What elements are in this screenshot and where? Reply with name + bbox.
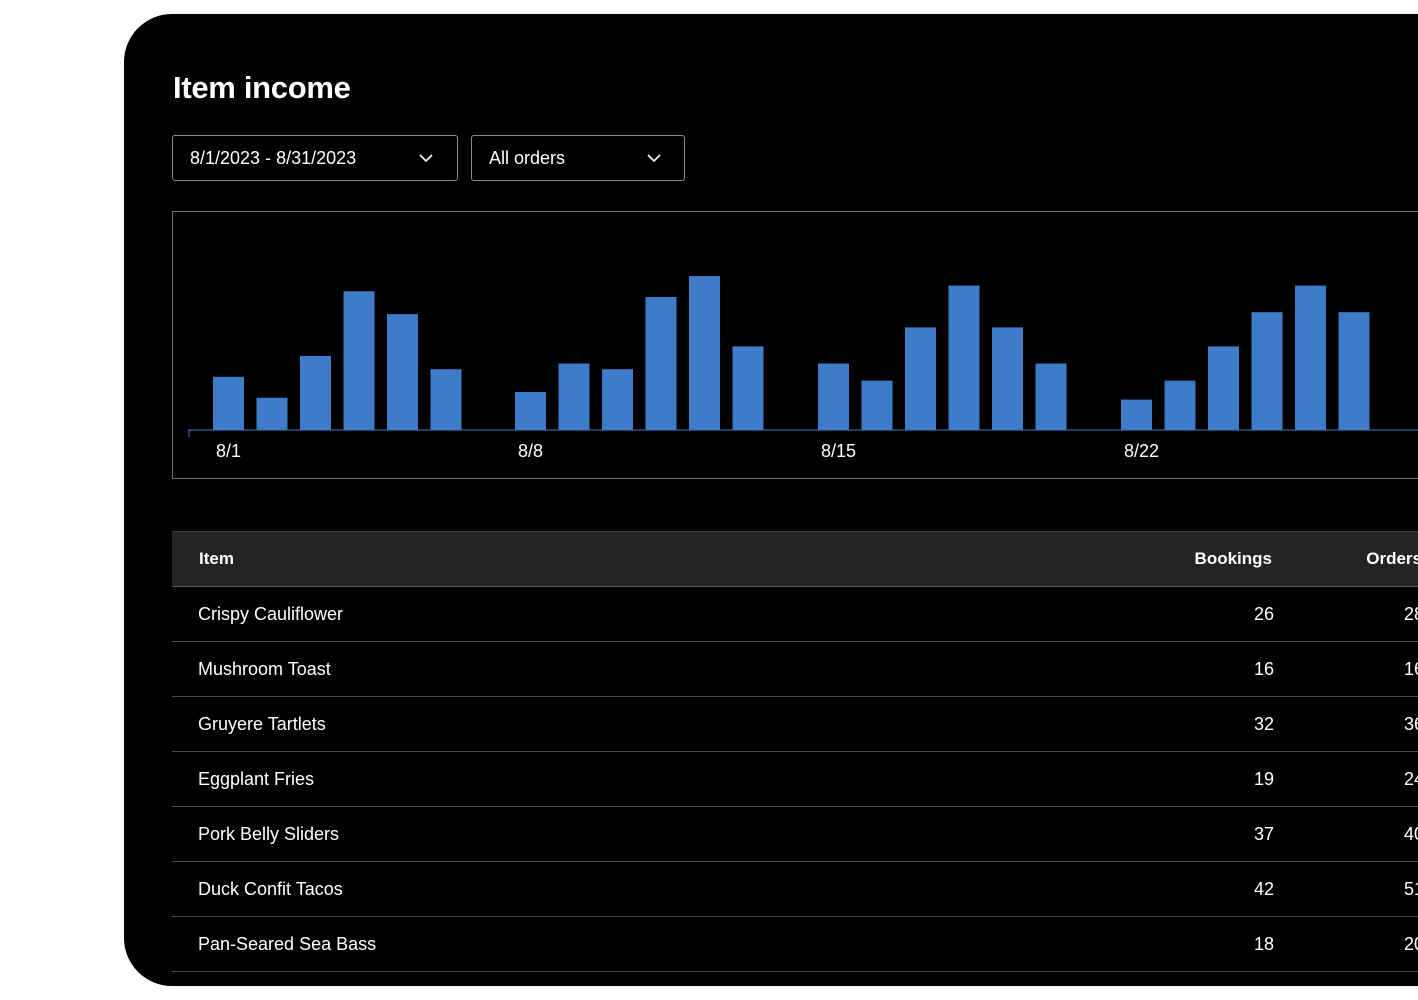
chart-bar[interactable] [343, 291, 375, 430]
row-item-name: Pork Belly Sliders [198, 824, 340, 844]
bar-chart-svg: 8/1 8/8 8/15 8/22 [188, 276, 1418, 461]
table-row[interactable]: Eggplant Fries 19 24 [172, 752, 1418, 807]
items-table: Item Bookings Orders Crispy Cauliflower 2… [172, 531, 1418, 972]
x-tick-label: 8/15 [821, 441, 856, 461]
chart-bar[interactable] [645, 297, 677, 430]
table-row[interactable]: Pan-Seared Sea Bass 18 20 [172, 917, 1418, 972]
chevron-down-icon [647, 154, 661, 163]
chart-bar[interactable] [1035, 363, 1067, 431]
row-item-name: Crispy Cauliflower [198, 604, 344, 624]
chart-bar[interactable] [1338, 312, 1370, 430]
chart-bar[interactable] [1208, 346, 1239, 430]
row-bookings: 42 [1253, 879, 1274, 899]
row-orders: 16 [1403, 659, 1418, 679]
table-row[interactable]: Crispy Cauliflower 26 28 [172, 587, 1418, 642]
chart-bar[interactable] [1251, 312, 1283, 430]
table-row[interactable]: Gruyere Tartlets 32 36 [172, 697, 1418, 752]
row-bookings: 26 [1253, 604, 1274, 624]
row-orders: 51 [1403, 879, 1418, 899]
chart-bar[interactable] [905, 327, 936, 430]
chart-bar[interactable] [948, 285, 980, 430]
chart-bar[interactable] [213, 376, 244, 430]
chart-bar[interactable] [818, 363, 849, 431]
row-item-name: Duck Confit Tacos [198, 879, 343, 899]
chart-bar[interactable] [602, 369, 633, 430]
chevron-down-icon [419, 154, 433, 163]
row-orders: 36 [1403, 714, 1418, 734]
chart-bar[interactable] [300, 355, 331, 430]
row-item-name: Mushroom Toast [198, 659, 331, 679]
chart-bar[interactable] [387, 314, 418, 430]
chart-bar[interactable] [689, 276, 720, 430]
row-bookings: 16 [1253, 659, 1274, 679]
chart-bar[interactable] [1121, 399, 1152, 430]
chart-bar[interactable] [861, 380, 893, 430]
header-bookings[interactable]: Bookings [1194, 549, 1272, 568]
chart-bar[interactable] [1164, 380, 1196, 430]
row-item-name: Pan-Seared Sea Bass [198, 934, 377, 954]
row-bookings: 18 [1253, 934, 1274, 954]
row-bookings: 32 [1253, 714, 1274, 734]
row-orders: 40 [1403, 824, 1418, 844]
chart-bar[interactable] [256, 397, 288, 430]
chart-bar[interactable] [430, 369, 462, 430]
row-orders: 28 [1403, 604, 1418, 624]
row-item-name: Eggplant Fries [198, 769, 315, 789]
chart-bar[interactable] [992, 327, 1023, 430]
chart-bar[interactable] [1295, 285, 1326, 430]
order-type-value: All orders [489, 147, 566, 168]
date-range-value: 8/1/2023 - 8/31/2023 [190, 147, 357, 168]
order-type-dropdown[interactable]: All orders [471, 135, 685, 181]
x-tick-label: 8/22 [1124, 441, 1159, 461]
date-range-dropdown[interactable]: 8/1/2023 - 8/31/2023 [172, 135, 458, 181]
table-row[interactable]: Pork Belly Sliders 37 40 [172, 807, 1418, 862]
page-title: Item income [173, 70, 351, 105]
income-chart: 8/1 8/8 8/15 8/22 [172, 211, 1418, 479]
header-orders[interactable]: Orders [1366, 549, 1418, 568]
header-item[interactable]: Item [199, 549, 234, 568]
x-tick-label: 8/1 [216, 441, 241, 461]
row-bookings: 19 [1253, 769, 1274, 789]
chart-bar[interactable] [515, 392, 546, 430]
app-window: Item income 8/1/2023 - 8/31/2023 All ord… [124, 14, 1418, 986]
chart-bar[interactable] [558, 363, 590, 431]
table-body: Crispy Cauliflower 26 28 Mushroom Toast 16 16… [172, 587, 1418, 972]
table-row[interactable]: Mushroom Toast 16 16 [172, 642, 1418, 697]
row-orders: 24 [1403, 769, 1418, 789]
table-header: Item Bookings Orders [172, 531, 1418, 587]
row-item-name: Gruyere Tartlets [198, 714, 326, 734]
chart-bar[interactable] [732, 346, 764, 430]
x-tick-label: 8/8 [518, 441, 543, 461]
table-row[interactable]: Duck Confit Tacos 42 51 [172, 862, 1418, 917]
row-bookings: 37 [1253, 824, 1274, 844]
row-orders: 20 [1403, 934, 1418, 954]
